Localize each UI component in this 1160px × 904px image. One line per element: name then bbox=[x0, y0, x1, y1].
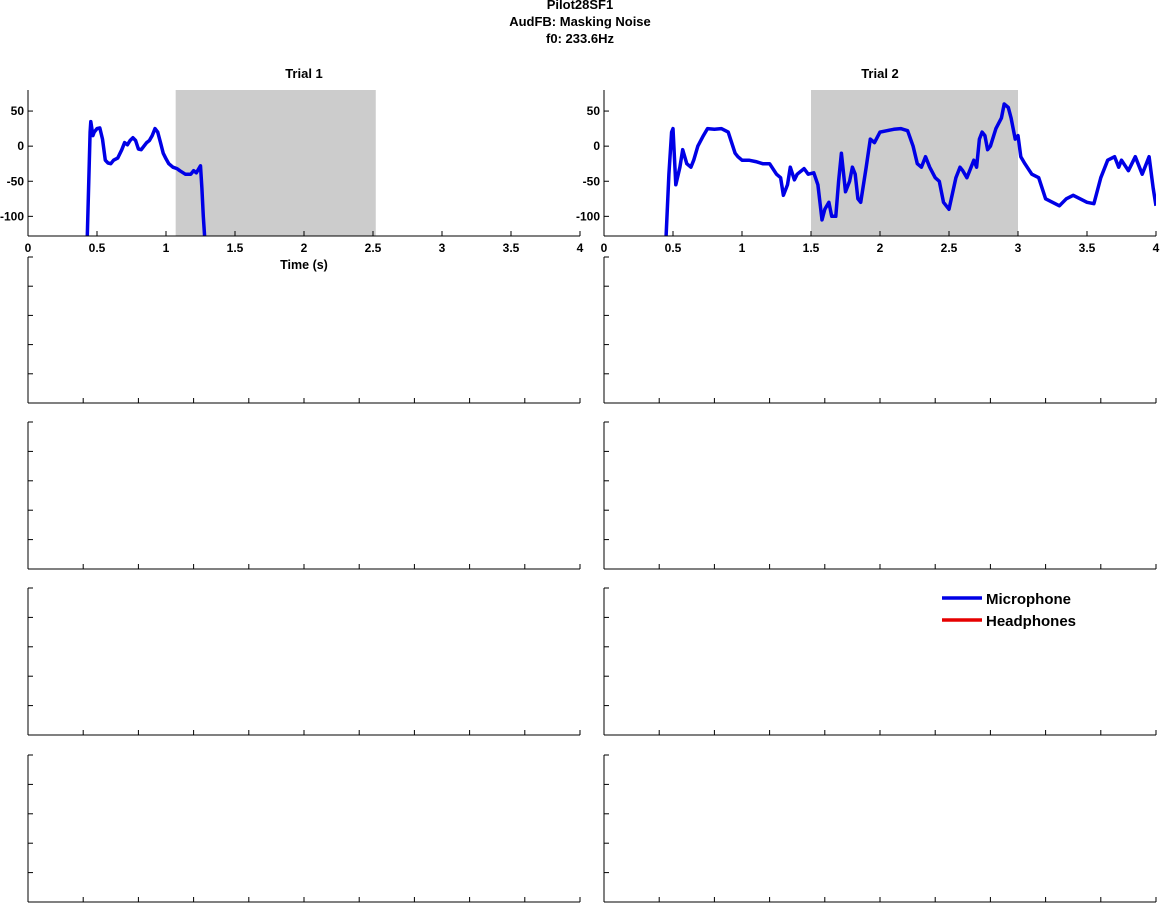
trial2-shaded-interval bbox=[811, 90, 1018, 236]
trial2-x-tick-label: 0.5 bbox=[665, 241, 682, 255]
trial1-x-tick-label: 0.5 bbox=[89, 241, 106, 255]
trial1-y-tick-label: -50 bbox=[7, 174, 25, 188]
trial2-x-tick-label: 0 bbox=[601, 241, 608, 255]
trial1-y-tick-label: 0 bbox=[17, 139, 24, 153]
axes-layer: 0 0.5 1 1.5 2 2.5 3 3.5 4 -100 -50 0 50 Trial 1 Time (… bbox=[0, 66, 1160, 903]
trial1-shaded-interval bbox=[175, 90, 376, 236]
trial1-x-tick-label: 2.5 bbox=[365, 241, 382, 255]
trial1-microphone-line bbox=[85, 119, 207, 236]
trial1-y-tick-label: -100 bbox=[0, 209, 24, 223]
trial1-x-tick-label: 4 bbox=[577, 241, 584, 255]
figure-title-line-3: f0: 233.6Hz bbox=[546, 31, 614, 46]
trial2-x-tick-label: 3 bbox=[1015, 241, 1022, 255]
trial2-y-tick-label: -100 bbox=[576, 209, 600, 223]
trial2-x-tick-label: 4 bbox=[1153, 241, 1160, 255]
legend-headphones-label: Headphones bbox=[986, 613, 1076, 630]
trial2-y-tick-label: 50 bbox=[587, 104, 601, 118]
trial2-x-tick-label: 1.5 bbox=[803, 241, 820, 255]
figure-title-line-2: AudFB: Masking Noise bbox=[509, 14, 651, 29]
trial1-x-axis-label: Time (s) bbox=[280, 258, 328, 272]
legend: Microphone Headphones bbox=[942, 591, 1076, 630]
trial2-panel: 0 0.5 1 1.5 2 2.5 3 3.5 4 -100 -50 0 50 Trial 2 bbox=[576, 66, 1160, 255]
trial2-title: Trial 2 bbox=[861, 66, 899, 81]
empty-panel-r3c1 bbox=[27, 421, 581, 570]
trial1-x-tick-label: 2 bbox=[301, 241, 308, 255]
trial2-microphone-line bbox=[664, 102, 1156, 236]
trial2-y-tick-label: -50 bbox=[583, 174, 601, 188]
trial1-x-tick-label: 1 bbox=[163, 241, 170, 255]
trial2-x-tick-label: 1 bbox=[739, 241, 746, 255]
empty-panel-r2c1 bbox=[27, 256, 581, 404]
trial2-y-tick-label: 0 bbox=[593, 139, 600, 153]
trial2-x-tick-label: 2 bbox=[877, 241, 884, 255]
trial1-x-tick-label: 0 bbox=[25, 241, 32, 255]
empty-panel-r3c2 bbox=[603, 421, 1157, 570]
figure-title-line-1: Pilot28SF1 bbox=[547, 0, 613, 12]
trial1-x-tick-label: 1.5 bbox=[227, 241, 244, 255]
trial2-x-tick-label: 3.5 bbox=[1079, 241, 1096, 255]
empty-panel-r5c2 bbox=[603, 754, 1157, 903]
trial1-y-tick-label: 50 bbox=[11, 104, 25, 118]
trial1-title: Trial 1 bbox=[285, 66, 323, 81]
empty-panel-r4c1 bbox=[27, 587, 581, 736]
empty-panel-r2c2 bbox=[603, 256, 1157, 404]
trial1-x-tick-label: 3 bbox=[439, 241, 446, 255]
trial1-x-tick-label: 3.5 bbox=[503, 241, 520, 255]
trial1-panel: 0 0.5 1 1.5 2 2.5 3 3.5 4 -100 -50 0 50 Trial 1 Time (… bbox=[0, 66, 584, 272]
legend-microphone-label: Microphone bbox=[986, 591, 1071, 608]
trial2-x-tick-label: 2.5 bbox=[941, 241, 958, 255]
empty-panel-r5c1 bbox=[27, 754, 581, 903]
empty-panel-r4c2 bbox=[603, 587, 1157, 736]
